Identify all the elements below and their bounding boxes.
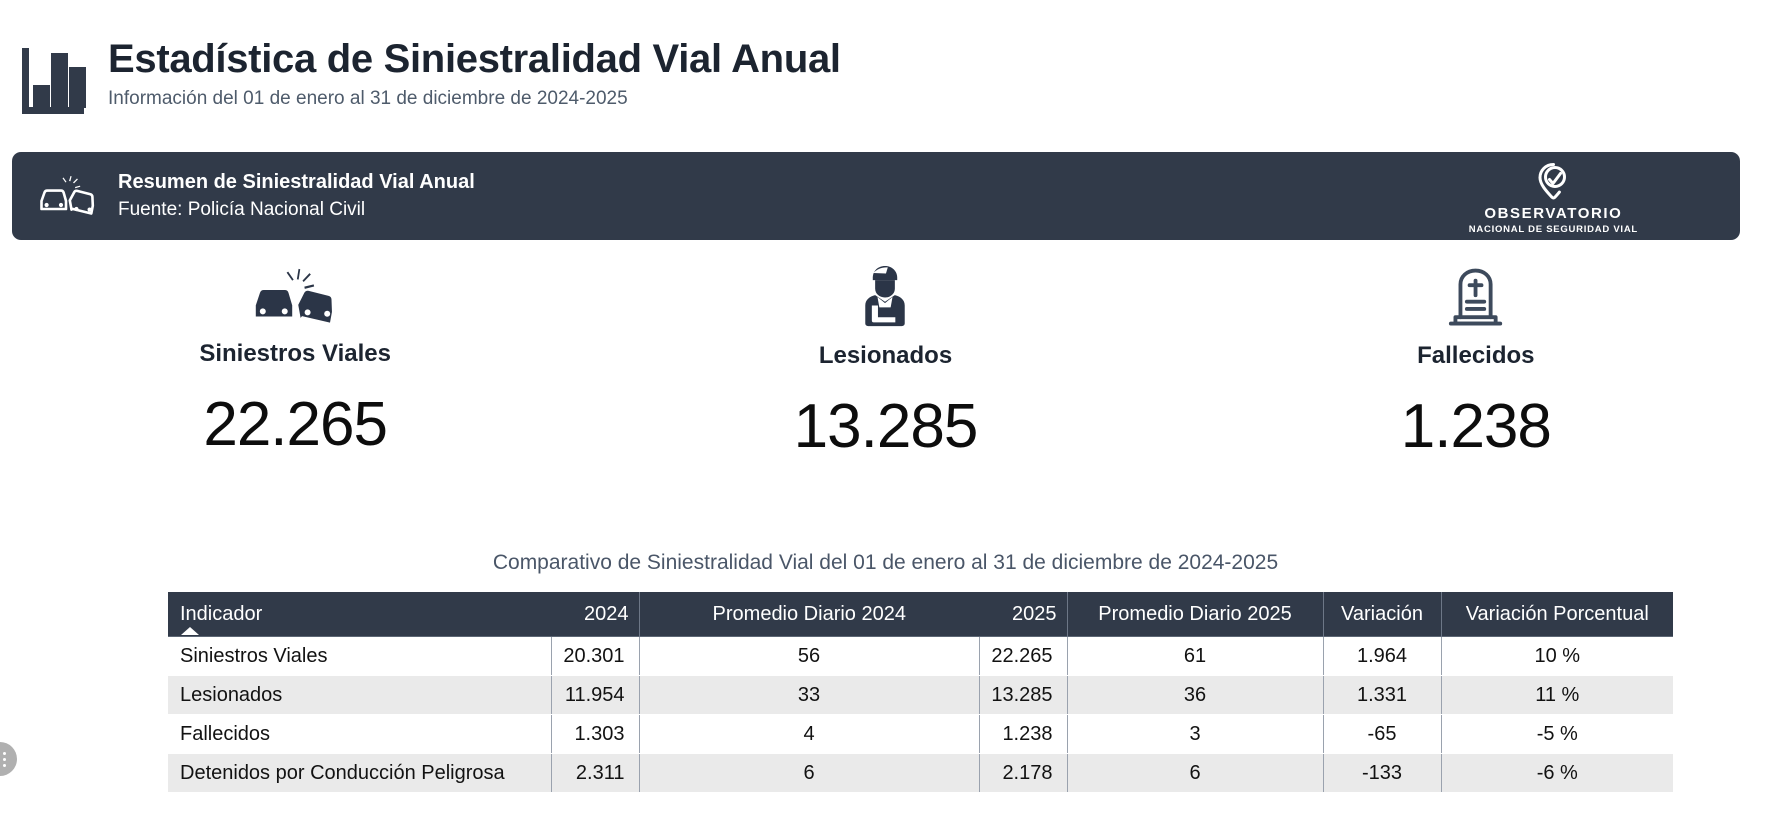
cell-variacion: 1.331 xyxy=(1322,675,1441,715)
cell-variacion: -133 xyxy=(1322,753,1441,793)
kpi-value: 22.265 xyxy=(203,390,388,459)
cell-variacion-porcentual: 11 % xyxy=(1440,675,1673,715)
cell-2025: 13.285 xyxy=(978,675,1067,715)
column-header-2025[interactable]: 2025 xyxy=(979,592,1067,637)
drag-handle-dots xyxy=(3,750,6,768)
cell-indicador: Siniestros Viales xyxy=(168,636,551,676)
table-row[interactable]: Lesionados 11.954 33 13.285 36 1.331 11 … xyxy=(168,675,1673,715)
cell-promedio-diario-2024: 33 xyxy=(638,675,979,715)
kpi-card-lesionados: Lesionados 13.285 xyxy=(590,262,1180,458)
page-header: Estadística de Siniestralidad Vial Anual… xyxy=(0,0,1771,122)
banner-source: Fuente: Policía Nacional Civil xyxy=(118,198,366,220)
column-header-indicador[interactable]: Indicador xyxy=(168,592,551,637)
cell-indicador: Lesionados xyxy=(168,675,551,715)
kpi-card-fallecidos: Fallecidos 1.238 xyxy=(1181,262,1771,458)
cell-promedio-diario-2025: 36 xyxy=(1066,675,1323,715)
page-subtitle: Información del 01 de enero al 31 de dic… xyxy=(108,88,628,109)
table-row[interactable]: Siniestros Viales 20.301 56 22.265 61 1.… xyxy=(168,636,1673,676)
cell-variacion-porcentual: 10 % xyxy=(1440,636,1673,676)
car-crash-icon xyxy=(38,175,96,217)
column-header-promedio-diario-2025[interactable]: Promedio Diario 2025 xyxy=(1066,592,1323,637)
cell-promedio-diario-2024: 4 xyxy=(638,714,979,754)
banner-title: Resumen de Siniestralidad Vial Anual xyxy=(118,170,475,193)
cell-variacion: -65 xyxy=(1322,714,1441,754)
observatorio-logo: OBSERVATORIO NACIONAL DE SEGURIDAD VIAL xyxy=(1469,161,1638,235)
cell-promedio-diario-2025: 61 xyxy=(1066,636,1323,676)
kpi-label: Fallecidos xyxy=(1417,342,1535,369)
cell-variacion-porcentual: -6 % xyxy=(1440,753,1673,793)
kpi-row: Siniestros Viales 22.265 Lesionados 13.2… xyxy=(0,262,1771,458)
kpi-label: Siniestros Viales xyxy=(199,340,391,367)
cell-2024: 1.303 xyxy=(550,714,639,754)
kpi-value: 13.285 xyxy=(793,392,979,461)
drag-handle-icon[interactable] xyxy=(0,742,17,776)
tombstone-icon xyxy=(1444,262,1508,330)
brand-subtitle: NACIONAL DE SEGURIDAD VIAL xyxy=(1468,224,1638,235)
dot xyxy=(3,763,6,767)
sort-ascending-icon xyxy=(181,627,199,635)
cell-2024: 2.311 xyxy=(550,753,639,793)
cell-2025: 22.265 xyxy=(978,636,1067,676)
cell-2025: 2.178 xyxy=(978,753,1067,793)
car-crash-icon xyxy=(247,262,343,324)
page-title: Estadística de Siniestralidad Vial Anual xyxy=(108,37,841,81)
kpi-card-siniestros-viales: Siniestros Viales 22.265 xyxy=(0,262,590,458)
bar-chart-icon xyxy=(18,44,90,122)
cell-promedio-diario-2024: 6 xyxy=(638,753,979,793)
kpi-value: 1.238 xyxy=(1400,392,1552,461)
cell-promedio-diario-2024: 56 xyxy=(638,636,979,676)
summary-banner: Resumen de Siniestralidad Vial Anual Fue… xyxy=(12,152,1740,240)
table-row[interactable]: Detenidos por Conducción Peligrosa 2.311… xyxy=(168,753,1673,793)
kpi-label: Lesionados xyxy=(818,342,953,369)
brand-name: OBSERVATORIO xyxy=(1484,205,1623,222)
cell-variacion-porcentual: -5 % xyxy=(1440,714,1673,754)
column-header-variacion[interactable]: Variación xyxy=(1322,592,1441,637)
cell-2024: 20.301 xyxy=(550,636,639,676)
table-row[interactable]: Fallecidos 1.303 4 1.238 3 -65 -5 % xyxy=(168,714,1673,754)
dot xyxy=(3,751,6,755)
cell-promedio-diario-2025: 3 xyxy=(1066,714,1323,754)
location-pin-check-icon xyxy=(1533,161,1573,201)
cell-2024: 11.954 xyxy=(550,675,639,715)
table-caption: Comparativo de Siniestralidad Vial del 0… xyxy=(492,551,1279,574)
column-header-2024[interactable]: 2024 xyxy=(551,592,639,637)
comparative-table: Indicador 2024 Promedio Diario 2024 2025… xyxy=(168,592,1673,793)
dot xyxy=(3,757,6,761)
table-header-row: Indicador 2024 Promedio Diario 2024 2025… xyxy=(168,592,1673,637)
column-header-variacion-porcentual[interactable]: Variación Porcentual xyxy=(1440,592,1673,637)
cell-indicador: Fallecidos xyxy=(168,714,551,754)
cell-variacion: 1.964 xyxy=(1322,636,1441,676)
cell-promedio-diario-2025: 6 xyxy=(1066,753,1323,793)
cell-indicador: Detenidos por Conducción Peligrosa xyxy=(168,753,551,793)
column-header-promedio-diario-2024[interactable]: Promedio Diario 2024 xyxy=(638,592,979,637)
cell-2025: 1.238 xyxy=(978,714,1067,754)
injured-person-icon xyxy=(854,262,916,330)
